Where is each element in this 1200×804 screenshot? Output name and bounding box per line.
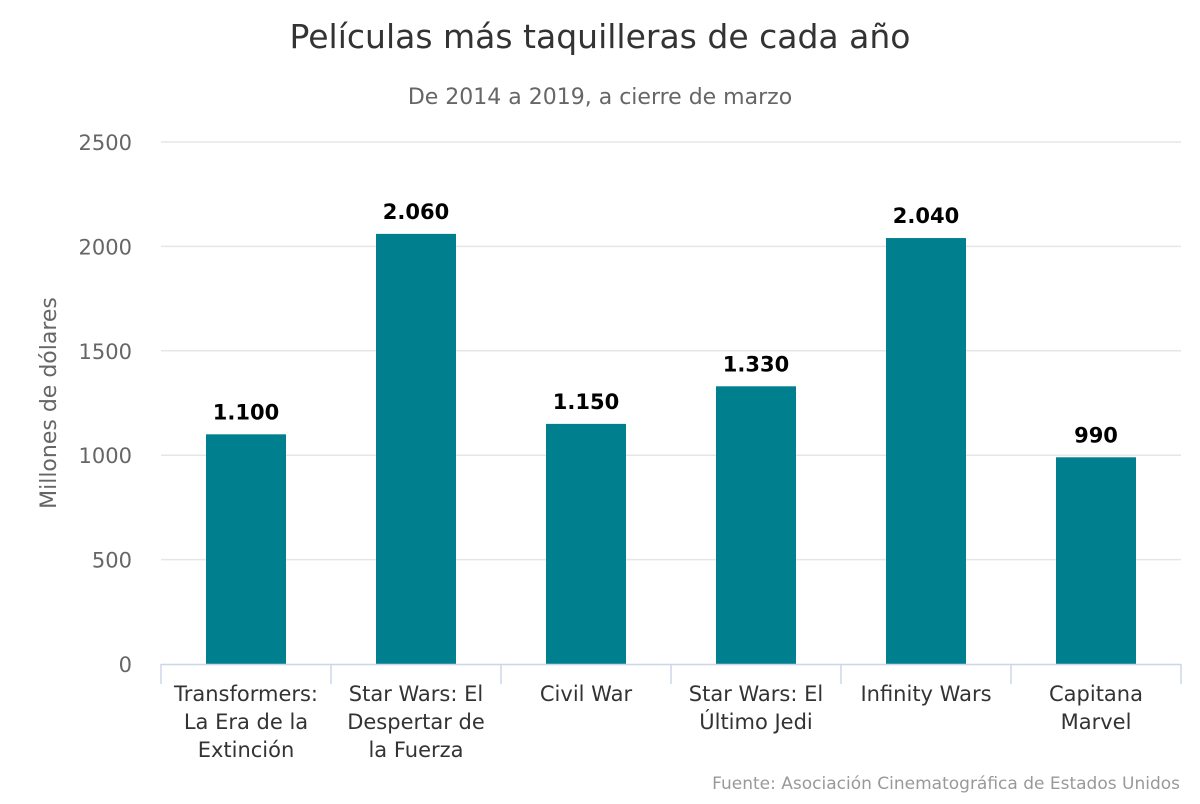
y-tick-label: 1500 — [79, 340, 132, 364]
y-tick-label: 1000 — [79, 444, 132, 468]
x-axis: Transformers: La Era de la Extinción Star W… — [160, 663, 1182, 762]
category-label: Capitana Marvel — [1049, 682, 1143, 734]
data-label: 2.040 — [893, 204, 959, 228]
category-label-line: Último Jedi — [699, 709, 813, 734]
y-axis-ticks: 0 500 1000 1500 2000 2500 — [79, 131, 132, 677]
category-label-line: Transformers: — [173, 682, 318, 706]
gridlines — [161, 141, 1181, 561]
category-label-line: Civil War — [540, 682, 633, 706]
data-label: 1.330 — [723, 352, 789, 376]
category-label-line: Extinción — [198, 738, 295, 762]
category-label: Star Wars: El Último Jedi — [689, 682, 823, 734]
bars — [206, 233, 1136, 664]
chart-subtitle: De 2014 a 2019, a cierre de marzo — [408, 85, 792, 110]
bar[interactable] — [206, 434, 286, 664]
category-label-line: Marvel — [1061, 710, 1132, 734]
category-label-line: La Era de la — [184, 710, 308, 734]
category-label: Transformers: La Era de la Extinción — [173, 682, 318, 762]
y-tick-label: 2000 — [79, 235, 132, 259]
category-label: Civil War — [540, 682, 633, 706]
data-label: 990 — [1074, 423, 1118, 447]
chart-title: Películas más taquilleras de cada año — [290, 17, 911, 56]
category-label-line: Despertar de — [347, 710, 485, 734]
bar[interactable] — [546, 423, 626, 664]
category-label-line: Capitana — [1049, 682, 1143, 706]
bar[interactable] — [716, 386, 796, 664]
category-label: Infinity Wars — [860, 682, 991, 706]
bar[interactable] — [1056, 457, 1136, 664]
y-tick-label: 2500 — [79, 131, 132, 155]
y-tick-label: 0 — [119, 653, 132, 677]
y-tick-label: 500 — [92, 549, 132, 573]
data-label: 1.150 — [553, 390, 619, 414]
bar[interactable] — [376, 233, 456, 664]
category-label-line: Infinity Wars — [860, 682, 991, 706]
category-label-line: Star Wars: El — [349, 682, 483, 706]
category-label-line: la Fuerza — [368, 738, 463, 762]
data-label: 2.060 — [383, 200, 449, 224]
category-label-line: Star Wars: El — [689, 682, 823, 706]
source-credit: Fuente: Asociación Cinematográfica de Es… — [712, 774, 1180, 794]
y-axis-title: Millones de dólares — [37, 297, 62, 509]
data-label: 1.100 — [213, 400, 279, 424]
category-label: Star Wars: El Despertar de la Fuerza — [347, 682, 485, 762]
data-labels: 1.100 2.060 1.150 1.330 2.040 990 — [213, 200, 1118, 447]
bar[interactable] — [886, 238, 966, 664]
